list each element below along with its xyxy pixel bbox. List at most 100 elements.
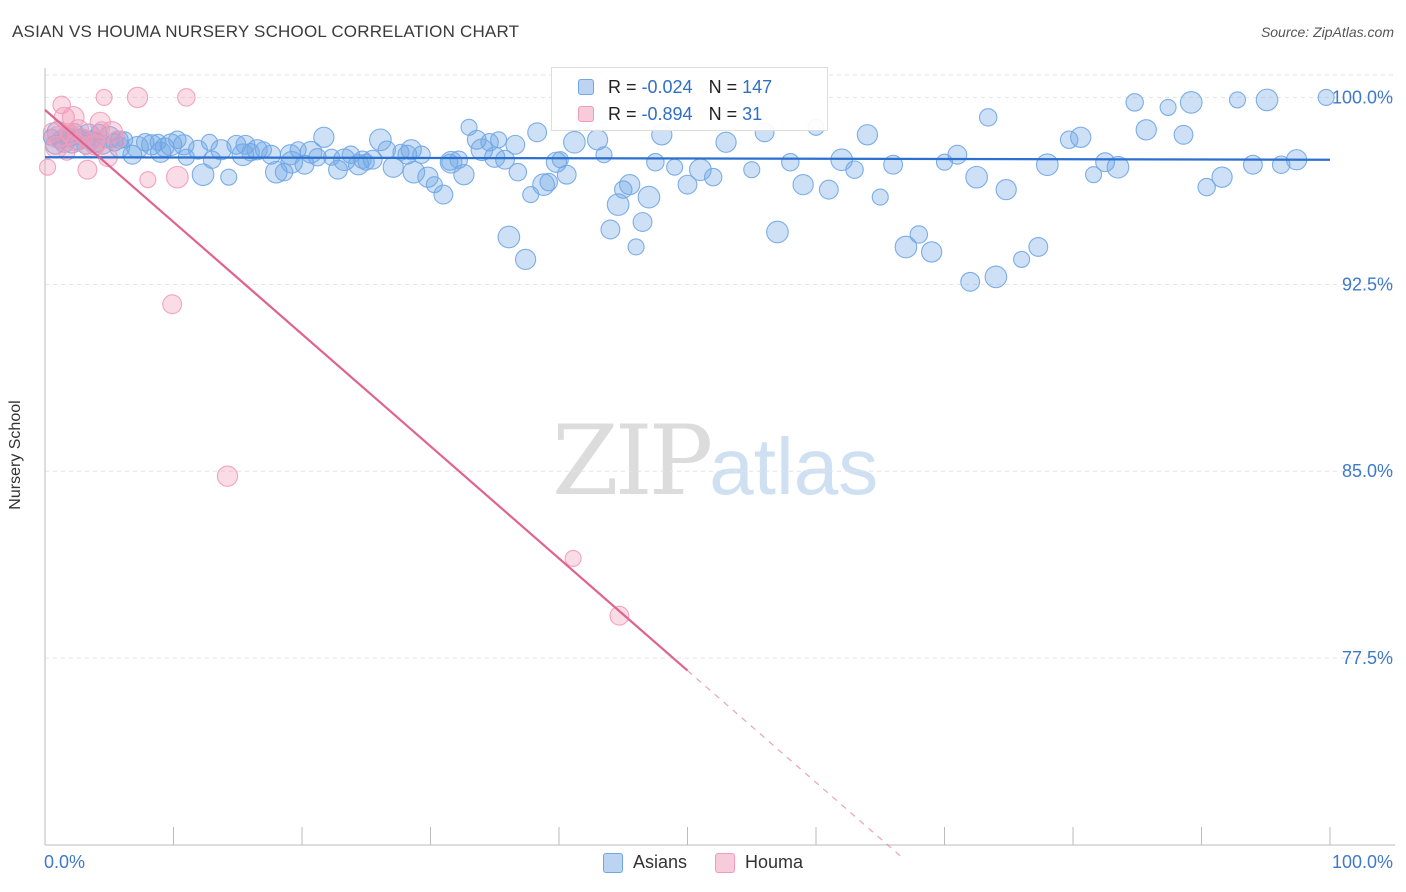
asians-point <box>508 162 528 182</box>
y-tick-label: 92.5% <box>1342 274 1393 294</box>
stats-legend: R = -0.024 N = 147 R = -0.894 N = 31 <box>551 67 828 131</box>
y-tick-label: 77.5% <box>1342 648 1393 668</box>
legend-item-asians[interactable]: Asians <box>602 852 687 873</box>
legend-row-asians: R = -0.024 N = 147 <box>578 75 772 99</box>
legend-item-houma[interactable]: Houma <box>715 852 803 873</box>
asians-point <box>556 164 577 185</box>
asians-point <box>532 173 555 196</box>
source-label: Source: ZipAtlas.com <box>1260 24 1394 40</box>
asians-point <box>818 179 839 200</box>
houma-point <box>107 130 127 150</box>
houma-r-value: -0.894 <box>641 103 693 124</box>
asians-point <box>527 122 548 143</box>
watermark-zip: ZIP <box>552 405 713 517</box>
asians-point <box>703 167 723 187</box>
asians-point <box>1028 236 1049 257</box>
asians-point <box>1070 126 1092 148</box>
asians-point <box>1035 153 1059 177</box>
asians-point <box>909 225 929 244</box>
asians-point <box>1125 93 1144 112</box>
houma-legend-label: Houma <box>745 852 804 872</box>
houma-point <box>39 158 57 176</box>
asians-trend-line <box>44 156 1331 161</box>
r-label: R = <box>608 76 637 97</box>
trend-lines <box>44 109 1331 858</box>
asians-point <box>1255 88 1279 112</box>
houma-point <box>609 605 630 626</box>
asians-point <box>400 139 422 161</box>
asians-point <box>505 134 526 155</box>
asians-point <box>646 152 665 172</box>
asians-point <box>274 162 294 182</box>
houma-point <box>166 165 189 189</box>
houma-point <box>61 106 85 129</box>
asians-point <box>766 220 789 244</box>
houma-point <box>92 121 111 139</box>
axes <box>44 68 1395 846</box>
asians-point <box>1197 177 1216 197</box>
asians-point <box>894 235 918 259</box>
asians-point <box>495 149 515 170</box>
y-tick-label: 85.0% <box>1342 461 1393 481</box>
houma-n-value: 31 <box>742 103 763 124</box>
asians-point <box>965 165 988 189</box>
asians-point <box>1317 88 1335 106</box>
asians-point <box>637 185 661 209</box>
series-legend: Asians Houma <box>0 852 1406 873</box>
asians-point <box>632 212 653 232</box>
asians-n-value: 147 <box>742 76 773 97</box>
asians-point <box>122 144 143 165</box>
asians-point <box>490 131 508 149</box>
houma-legend-swatch <box>715 852 735 873</box>
asians-point <box>792 173 814 196</box>
asians-point <box>1211 166 1233 188</box>
asians-point <box>619 173 641 196</box>
asians-point <box>1173 124 1194 145</box>
asians-point <box>1159 98 1177 116</box>
asians-point <box>1106 155 1130 179</box>
asians-point <box>116 131 134 149</box>
asians-swatch <box>578 79 594 95</box>
asians-point <box>235 134 256 155</box>
asians-point <box>1242 154 1263 175</box>
asians-point <box>995 178 1017 201</box>
houma-point <box>564 549 582 567</box>
asians-point <box>600 219 621 240</box>
asians-point <box>947 144 968 165</box>
asians-point <box>1013 250 1031 268</box>
asians-point <box>1135 119 1157 141</box>
r-label: R = <box>608 103 637 124</box>
asians-legend-swatch <box>602 852 623 873</box>
asians-point <box>613 180 633 199</box>
asians-point <box>781 152 800 172</box>
x-tick-max: 100.0% <box>1331 852 1393 872</box>
zipatlas-watermark: ZIPatlas <box>552 405 878 517</box>
asians-point <box>677 174 698 195</box>
asians-point <box>514 248 537 271</box>
asians-point <box>1179 91 1203 114</box>
asians-point <box>220 168 238 186</box>
asians-point <box>960 271 981 292</box>
asians-point <box>369 128 392 152</box>
asians-point <box>978 108 998 127</box>
houma-point <box>95 88 113 106</box>
asians-point <box>1228 91 1247 109</box>
houma-point <box>162 294 183 315</box>
asians-point <box>149 141 172 163</box>
asians-point <box>883 154 904 175</box>
asians-point <box>412 145 431 164</box>
asians-point <box>402 160 426 184</box>
asians-point <box>539 172 558 192</box>
y-tick-labels: 100.0% 92.5% 85.0% 77.5% <box>1332 87 1393 668</box>
asians-point <box>856 124 879 146</box>
houma-trend-extension <box>687 670 903 858</box>
asians-point <box>1095 152 1116 173</box>
asians-point <box>715 131 737 153</box>
asians-point <box>280 150 304 174</box>
asians-point <box>627 238 645 256</box>
x-tick-min: 0.0% <box>44 852 86 872</box>
houma-point <box>58 123 78 142</box>
houma-swatch <box>578 106 594 122</box>
asians-point <box>362 149 383 170</box>
